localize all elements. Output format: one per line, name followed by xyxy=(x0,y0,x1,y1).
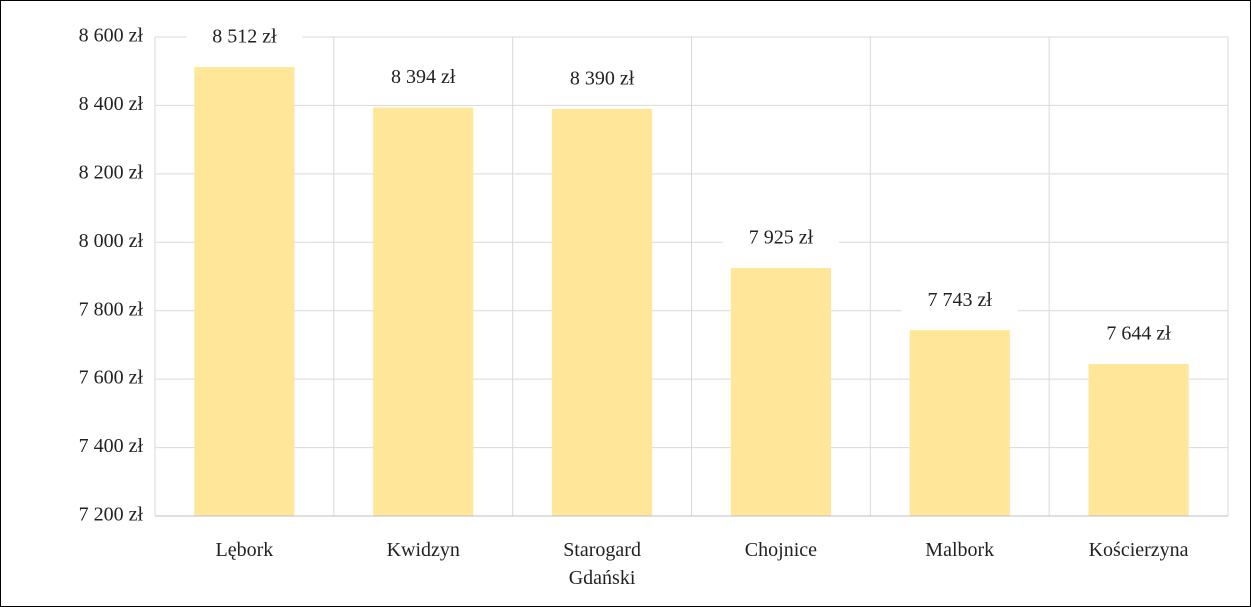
y-tick-label: 7 800 zł xyxy=(79,298,144,320)
x-tick-label: Lębork xyxy=(215,539,274,561)
x-tick-label: Kwidzyn xyxy=(386,539,460,561)
bar xyxy=(552,108,653,516)
data-label: 7 743 zł xyxy=(928,289,993,311)
data-label: 7 925 zł xyxy=(749,227,814,249)
y-tick-label: 7 400 zł xyxy=(79,435,144,457)
y-tick-label: 7 600 zł xyxy=(79,367,144,389)
x-tick-label: Starogard Gdański xyxy=(563,539,641,589)
y-tick-label: 8 200 zł xyxy=(79,161,144,183)
y-tick-label: 8 400 zł xyxy=(79,93,144,115)
data-label: 8 512 zł xyxy=(212,26,277,48)
data-label: 7 644 zł xyxy=(1106,323,1171,345)
x-tick-label: Chojnice xyxy=(744,539,818,561)
y-tick-label: 7 200 zł xyxy=(79,504,144,526)
x-tick-label: Malbork xyxy=(925,539,995,561)
data-label: 8 394 zł xyxy=(391,66,456,88)
bar xyxy=(194,67,295,516)
data-label: 8 390 zł xyxy=(570,67,635,89)
x-tick-label: Kościerzyna xyxy=(1088,539,1189,561)
bar xyxy=(730,267,831,516)
y-tick-label: 8 600 zł xyxy=(79,25,144,47)
data-label-bg xyxy=(186,21,303,54)
data-label-bg xyxy=(901,284,1018,317)
data-label-bg xyxy=(365,61,482,94)
y-tick-label: 8 000 zł xyxy=(79,230,144,252)
data-label-bg xyxy=(1080,318,1197,351)
bar xyxy=(373,107,474,516)
bar xyxy=(1088,364,1189,516)
data-label-bg xyxy=(544,62,661,95)
bar xyxy=(909,330,1010,516)
data-label-bg xyxy=(722,221,839,254)
